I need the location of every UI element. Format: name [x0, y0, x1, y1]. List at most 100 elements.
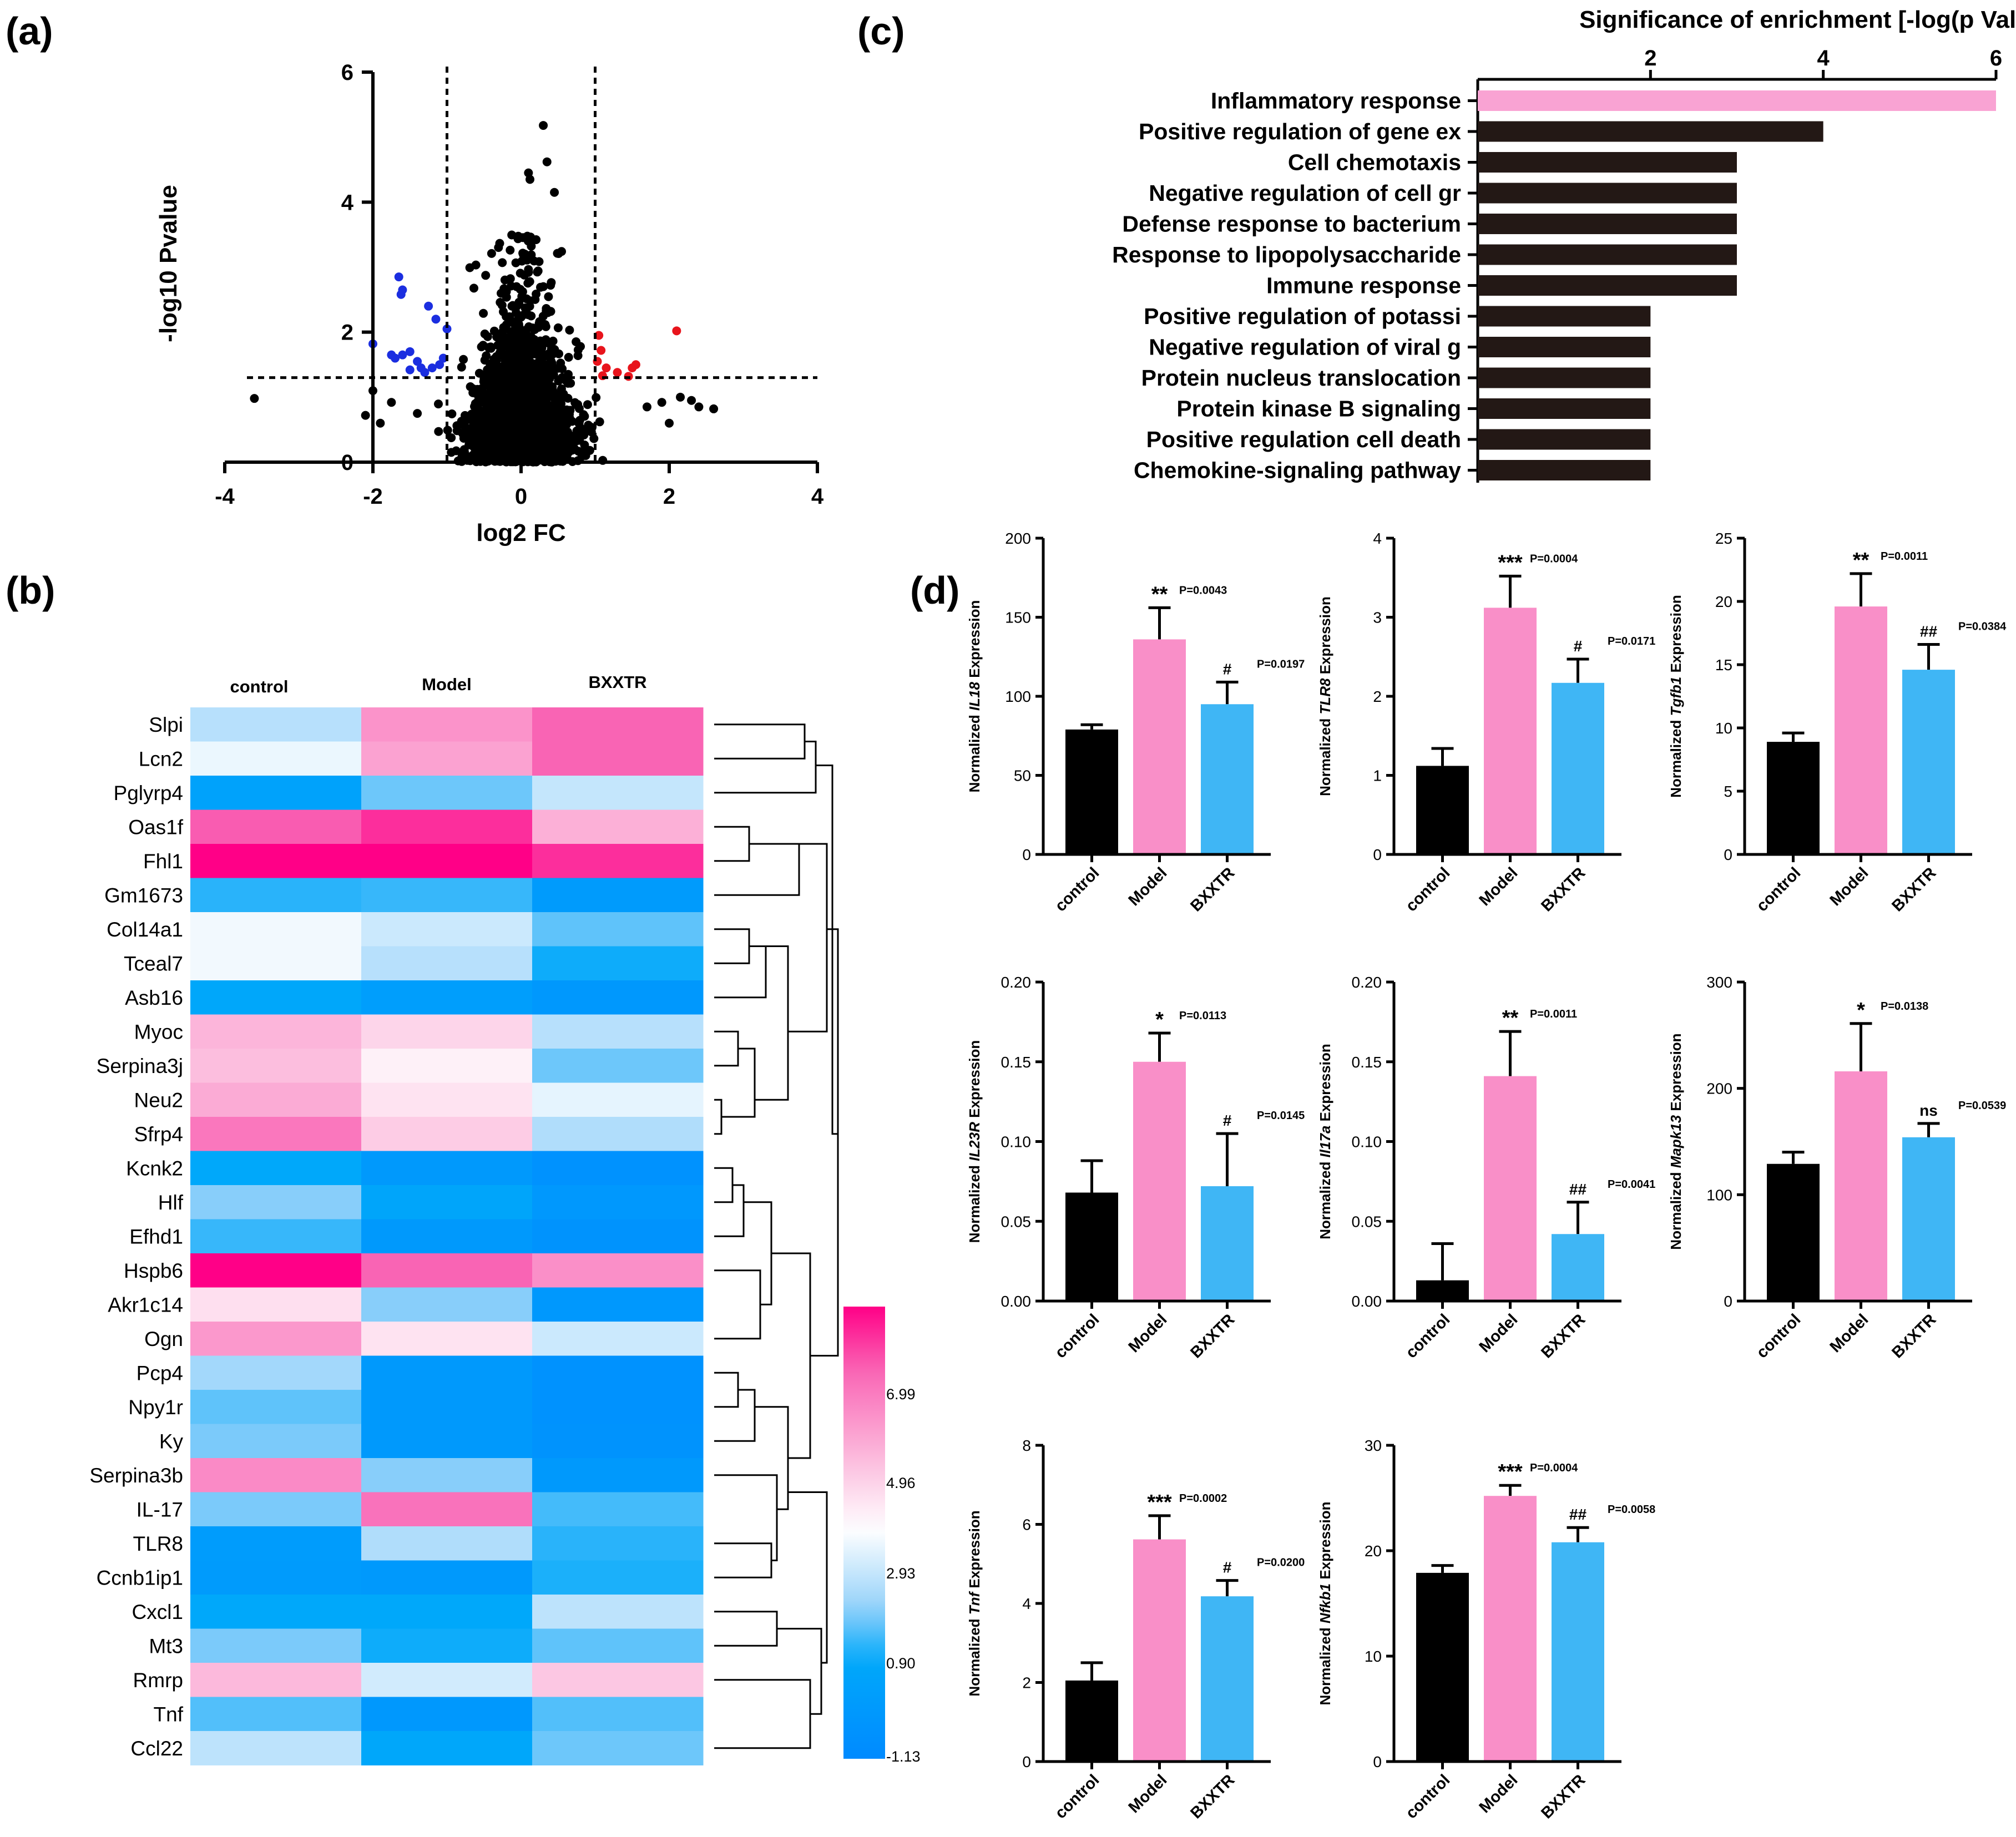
bar-y-tick-label: 200 — [1005, 530, 1031, 547]
bar-category-label: control — [1753, 1310, 1804, 1362]
bar-category-label: control — [1753, 864, 1804, 915]
significance-model: *** — [1498, 551, 1523, 574]
go-bar — [1478, 460, 1651, 480]
heatmap-row-label: TLR8 — [133, 1532, 183, 1555]
bar-y-tick-label: 0 — [1373, 846, 1382, 863]
heatmap-cell — [532, 1049, 704, 1083]
heatmap-cell — [190, 741, 362, 776]
heatmap-cell — [532, 809, 704, 844]
bar-y-tick-label: 4 — [1022, 1595, 1031, 1612]
go-bar — [1478, 429, 1651, 450]
volcano-point — [498, 258, 507, 267]
heatmap-cell — [532, 1151, 704, 1186]
bar-y-tick-label: 15 — [1715, 656, 1732, 674]
bar-y-label-gene: Mapk13 — [1668, 1115, 1684, 1168]
go-category-label: Immune response — [1266, 273, 1461, 298]
volcano-point — [517, 312, 526, 322]
volcano-point — [504, 366, 514, 376]
heatmap-cell — [190, 1049, 362, 1083]
heatmap-cell — [190, 1253, 362, 1288]
heatmap-cell — [190, 1458, 362, 1492]
p-value-model: P=0.0004 — [1530, 1462, 1578, 1474]
bar-category-label: Model — [1125, 1771, 1171, 1816]
volcano-point — [694, 402, 704, 412]
p-value-model: P=0.0138 — [1881, 1000, 1928, 1013]
volcano-down-point — [427, 363, 437, 373]
heatmap-cell — [361, 1151, 533, 1186]
bar-panel-nfkb1: control Model BXXTR 0 10 20 30 Normalized Nfkb1… — [1317, 1437, 1655, 1822]
panel-label-b: (b) — [6, 569, 55, 612]
heatmap-row-label: IL-17 — [137, 1498, 183, 1521]
volcano-point — [479, 308, 488, 318]
dendrogram-link — [714, 1030, 739, 1067]
scale-tick-label: 0.90 — [886, 1655, 916, 1672]
significance-bxxtr: ## — [1569, 1506, 1587, 1523]
heatmap-row-label: Myoc — [134, 1020, 183, 1043]
heatmap-row-label: Ogn — [144, 1328, 183, 1350]
heatmap-row-label: Neu2 — [134, 1089, 183, 1111]
bar-y-label-prefix: Normalized — [1317, 715, 1333, 796]
volcano-point — [501, 337, 509, 346]
volcano-point — [534, 257, 544, 266]
dendrogram-link — [714, 1372, 739, 1408]
heatmap-cell — [361, 1731, 533, 1765]
volcano-point — [709, 404, 719, 413]
volcano-point — [563, 393, 573, 403]
dendrogram-link — [714, 1679, 811, 1749]
bar-model — [1133, 1061, 1186, 1301]
p-value-bxxtr: P=0.0539 — [1958, 1100, 2006, 1112]
volcano-point — [507, 327, 516, 336]
significance-model: ** — [1853, 549, 1870, 572]
volcano-point — [530, 386, 539, 395]
bar-panel-il23r: control Model BXXTR 0.00 0.05 0.10 0.15 0.20 Nor… — [966, 974, 1305, 1362]
heatmap-cell — [361, 1322, 533, 1356]
bar-y-label: Normalized Il17a Expression — [1317, 1044, 1333, 1239]
heatmap-cell — [361, 1595, 533, 1629]
heatmap-cell — [532, 844, 704, 878]
volcano-point — [539, 121, 548, 130]
volcano-point — [539, 282, 548, 291]
bar-model — [1484, 608, 1537, 854]
volcano-up-point — [672, 326, 681, 336]
bar-model — [1835, 606, 1887, 854]
go-category-label: Defense response to bacterium — [1122, 211, 1461, 237]
volcano-point — [500, 275, 509, 285]
bar-category-label: control — [1052, 864, 1103, 915]
bar-y-label-prefix: Normalized — [966, 1615, 983, 1696]
volcano-ns-points — [250, 121, 719, 467]
bar-category-label: Model — [1476, 1310, 1522, 1356]
volcano-point — [548, 409, 558, 419]
volcano-point — [554, 349, 563, 358]
bar-y-label-prefix: Normalized — [966, 711, 983, 792]
volcano-point — [434, 427, 443, 436]
volcano-point — [514, 320, 523, 329]
bar-control — [1767, 1163, 1820, 1301]
dendrogram-link — [755, 945, 789, 1101]
heatmap-cell — [532, 1082, 704, 1117]
heatmap-cell — [190, 844, 362, 878]
bar-model — [1484, 1076, 1537, 1301]
bar-category-label: BXXTR — [1538, 864, 1589, 915]
bar-y-label-gene: Il17a — [1317, 1126, 1333, 1158]
volcano-point — [665, 418, 674, 428]
bar-y-tick-label: 0.10 — [1001, 1133, 1032, 1151]
volcano-point — [539, 404, 548, 414]
bar-y-label: Normalized Mapk13 Expression — [1668, 1033, 1684, 1249]
volcano-point — [583, 400, 592, 409]
heatmap-cell — [190, 912, 362, 947]
heatmap-cell — [532, 1322, 704, 1356]
volcano-point — [539, 360, 549, 369]
scale-tick-label: 4.96 — [886, 1475, 916, 1491]
bar-y-tick-label: 0.05 — [1001, 1213, 1032, 1230]
heatmap-cell — [361, 946, 533, 981]
p-value-bxxtr: P=0.0058 — [1608, 1504, 1655, 1516]
go-bar — [1478, 183, 1737, 204]
bar-y-tick-label: 8 — [1022, 1437, 1031, 1454]
volcano-point — [452, 446, 461, 456]
significance-bxxtr: # — [1223, 660, 1232, 677]
bar-model — [1133, 639, 1186, 854]
bar-y-label-prefix: Normalized — [1317, 1157, 1333, 1239]
go-bar — [1478, 367, 1651, 388]
bar-y-label-suffix: Expression — [1317, 596, 1333, 678]
